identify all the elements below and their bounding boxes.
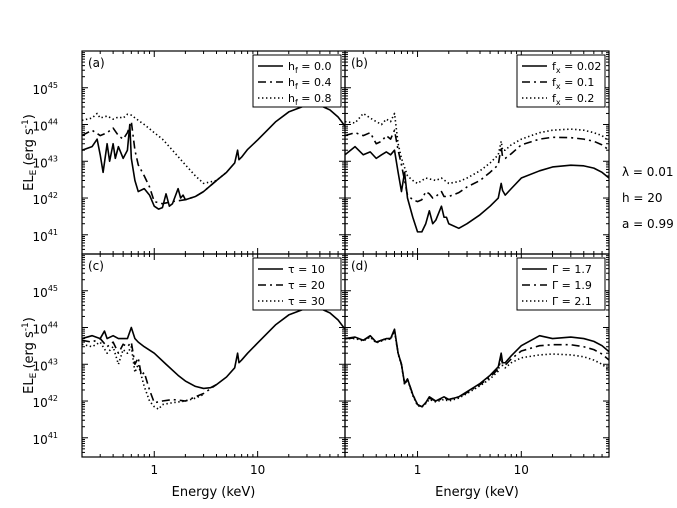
legend-entry: hf = 0.8 [288,92,332,107]
legend-box [516,54,606,108]
panel-d: (d) Γ = 1.7 Γ = 1.9 Γ = 2.1 1 10 [344,253,610,477]
x-axis-label: Energy (keV) [172,485,256,500]
legend-entry: Γ = 2.1 [552,295,592,308]
x-tick-label: 1 [150,463,158,477]
legend: hf = 0.0hf = 0.4hf = 0.8 [252,54,342,108]
panel-label: (a) [88,56,105,70]
panel-a: (a) hf = 0.0hf = 0.4hf = 0.8 1041 1042 1043 1… [33,50,346,255]
series-line-2 [82,337,217,404]
legend-entry: hf = 0.0 [288,60,332,75]
legend-entry: hf = 0.4 [288,76,332,91]
x-tick-label: 10 [514,463,529,477]
y-axis-label: ELE (erg s-1) [21,114,39,191]
legend-entry: fx = 0.2 [552,92,594,107]
panel-label: (d) [351,259,368,273]
side-param: a = 0.99 [622,217,674,231]
panel-label: (b) [351,56,368,70]
series-line-3 [82,341,204,410]
y-tick-label: 1045 [33,81,58,97]
side-param: h = 20 [622,191,663,205]
y-tick-label: 1043 [33,357,58,373]
x-tick-label: 1 [414,463,422,477]
legend-box [516,257,606,311]
y-tick-label: 1044 [33,118,58,134]
y-tick-label: 1042 [33,394,58,410]
legend: τ = 10 τ = 20 τ = 30 [252,257,342,311]
y-tick-label: 1045 [33,284,58,300]
y-tick-label: 1044 [33,321,58,337]
legend-entry: τ = 20 [288,279,325,292]
series-line-2 [345,329,609,408]
series-line-1 [82,307,345,390]
y-tick-label: 1042 [33,191,58,207]
panel-frame [344,253,610,458]
series-line-3 [345,330,609,408]
legend-entry: τ = 30 [288,295,325,308]
legend-box [252,54,342,108]
x-axis-label: Energy (keV) [435,485,519,500]
legend-entry: Γ = 1.7 [552,263,592,276]
series-line-3 [82,112,228,185]
series-line-1 [345,328,609,408]
side-param: λ = 0.01 [622,165,674,179]
legend-entry: Γ = 1.9 [552,279,592,292]
series-line-2 [82,120,218,205]
panel-label: (c) [88,259,104,273]
panel-c: (c) τ = 10 τ = 20 τ = 30 1 10 1041 1042 1043 1044… [33,253,346,477]
series-line-1 [345,145,609,233]
legend-entry: fx = 0.02 [552,60,601,75]
series-line-3 [345,112,609,185]
legend-entry: fx = 0.1 [552,76,594,91]
legend-entry: τ = 10 [288,263,325,276]
legend-box [252,257,342,311]
series-line-2 [345,129,609,203]
y-tick-label: 1041 [33,431,58,447]
y-tick-label: 1041 [33,228,58,244]
legend: Γ = 1.7 Γ = 1.9 Γ = 2.1 [516,257,606,311]
y-axis-label: ELE (erg s-1) [21,317,39,394]
x-tick-label: 10 [250,463,265,477]
y-tick-label: 1043 [33,154,58,170]
series-line-1 [82,104,345,210]
